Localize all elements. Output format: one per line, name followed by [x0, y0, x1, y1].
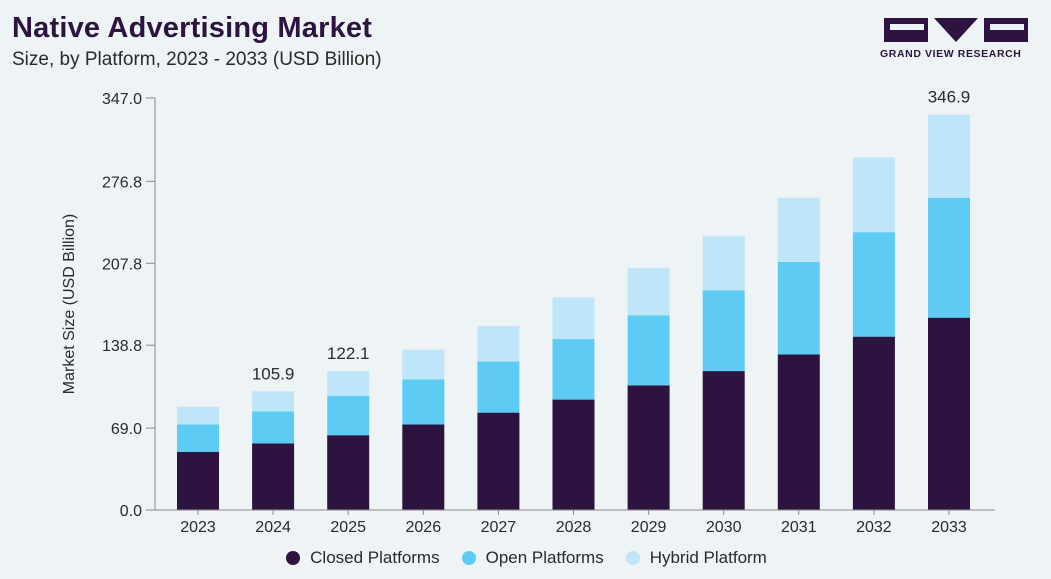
bar-closed-platforms-2032 [852, 336, 895, 510]
grand-view-research-logo [884, 18, 1028, 42]
bar-open-platforms-2033 [928, 197, 970, 318]
bar-hybrid-platform-2024 [252, 391, 295, 412]
x-tick-label: 2032 [856, 519, 892, 536]
total-label-2024: 105.9 [252, 364, 295, 383]
x-tick-label: 2031 [781, 519, 817, 536]
bar-hybrid-platform-2027 [477, 325, 520, 362]
bar-hybrid-platform-2033 [928, 114, 970, 198]
bar-closed-platforms-2027 [477, 412, 520, 510]
bar-hybrid-platform-2026 [402, 349, 445, 380]
x-tick-label: 2030 [706, 519, 742, 536]
legend-item-closed: Closed Platforms [284, 548, 440, 568]
x-tick-label: 2026 [406, 519, 442, 536]
legend-label-hybrid: Hybrid Platform [649, 548, 767, 567]
total-label-2033: 346.9 [928, 88, 971, 107]
bar-open-platforms-2028 [552, 339, 595, 400]
x-tick-label: 2033 [931, 519, 967, 536]
bar-closed-platforms-2033 [928, 317, 970, 510]
x-tick-label: 2025 [330, 519, 366, 536]
legend-item-hybrid: Hybrid Platform [624, 548, 767, 568]
bar-open-platforms-2024 [252, 411, 295, 444]
bar-closed-platforms-2025 [327, 435, 370, 510]
bar-open-platforms-2032 [852, 232, 895, 337]
y-tick-label: 276.8 [102, 174, 142, 191]
legend-dot-open-icon [461, 551, 476, 565]
bar-open-platforms-2025 [327, 396, 370, 436]
x-tick-label: 2027 [481, 519, 517, 536]
y-tick-label: 347.0 [102, 91, 142, 108]
bar-closed-platforms-2026 [402, 424, 445, 510]
bar-open-platforms-2030 [702, 290, 745, 372]
legend-label-open: Open Platforms [485, 548, 604, 567]
chart-legend: Closed Platforms Open Platforms Hybrid P… [0, 548, 1051, 568]
legend-item-open: Open Platforms [460, 548, 604, 568]
bar-hybrid-platform-2023 [177, 406, 219, 425]
bar-closed-platforms-2023 [177, 451, 219, 510]
x-tick-label: 2024 [255, 519, 291, 536]
bar-open-platforms-2023 [177, 424, 219, 452]
y-tick-label: 207.8 [102, 256, 142, 273]
bar-hybrid-platform-2029 [627, 267, 670, 316]
y-tick-label: 138.8 [102, 338, 142, 355]
bar-closed-platforms-2029 [627, 385, 670, 510]
x-tick-label: 2029 [631, 519, 667, 536]
bar-closed-platforms-2030 [702, 371, 745, 510]
bar-open-platforms-2026 [402, 379, 445, 425]
legend-dot-hybrid-icon [625, 551, 640, 565]
y-axis-label: Market Size (USD Billion) [61, 214, 78, 394]
bar-open-platforms-2031 [777, 261, 820, 355]
bar-hybrid-platform-2032 [852, 157, 895, 233]
chart-subtitle: Size, by Platform, 2023 - 2033 (USD Bill… [12, 49, 382, 70]
bar-hybrid-platform-2030 [702, 235, 745, 291]
bar-hybrid-platform-2028 [552, 297, 595, 340]
bar-closed-platforms-2031 [777, 354, 820, 510]
y-tick-label: 69.0 [111, 421, 142, 438]
bar-hybrid-platform-2031 [777, 197, 820, 262]
legend-dot-closed-icon [286, 551, 301, 565]
legend-label-closed: Closed Platforms [310, 548, 440, 567]
bar-closed-platforms-2028 [552, 399, 595, 510]
y-tick-label: 0.0 [120, 503, 142, 520]
x-tick-label: 2023 [180, 519, 216, 536]
chart-title: Native Advertising Market [12, 12, 373, 44]
total-label-2025: 122.1 [327, 344, 370, 363]
logo-text: GRAND VIEW RESEARCH [880, 48, 1022, 60]
bar-open-platforms-2027 [477, 361, 520, 413]
x-tick-label: 2028 [556, 519, 592, 536]
bar-open-platforms-2029 [627, 315, 670, 386]
bar-hybrid-platform-2025 [327, 371, 370, 397]
bar-closed-platforms-2024 [252, 443, 295, 510]
